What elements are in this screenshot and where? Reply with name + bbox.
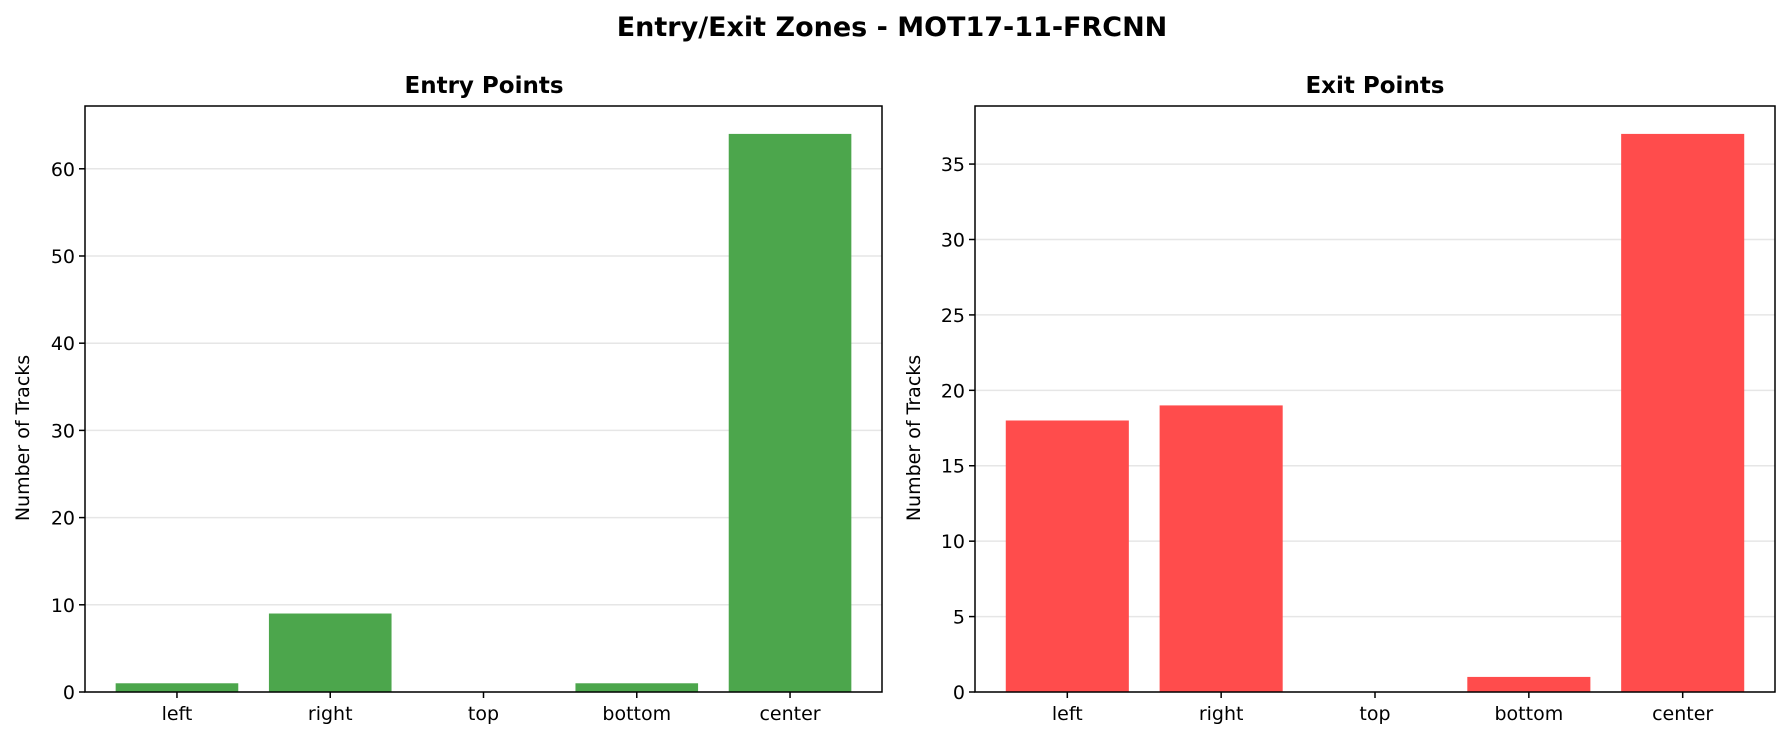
entry-y-tick-label: 20 xyxy=(51,508,75,530)
entry-y-tick-label: 0 xyxy=(63,682,75,704)
exit-x-tick-label-left: left xyxy=(1052,703,1083,725)
entry-points-chart: Entry Points Number of Tracks 0 10 20 30 40 5… xyxy=(12,73,883,725)
entry-bar-bottom xyxy=(575,683,699,692)
entry-y-axis-label: Number of Tracks xyxy=(12,355,34,521)
entry-x-tick-label-center: center xyxy=(759,703,820,725)
exit-y-tick-label: 5 xyxy=(953,607,965,629)
exit-y-tick-label: 25 xyxy=(941,305,965,327)
entry-x-tick-label-left: left xyxy=(162,703,193,725)
entry-x-tick-label-right: right xyxy=(308,703,353,725)
entry-x-tick-label-bottom: bottom xyxy=(602,703,671,725)
exit-bar-left xyxy=(1005,420,1129,692)
entry-bar-left xyxy=(115,683,239,692)
exit-y-tick-label: 15 xyxy=(941,456,965,478)
entry-chart-title: Entry Points xyxy=(404,73,563,99)
entry-y-tick-label: 60 xyxy=(51,159,75,181)
exit-bar-center xyxy=(1621,133,1745,692)
exit-x-tick-label-bottom: bottom xyxy=(1494,703,1563,725)
entry-y-tick-label: 40 xyxy=(51,333,75,355)
entry-bar-right xyxy=(268,613,392,692)
exit-y-tick-label: 35 xyxy=(941,154,965,176)
exit-y-tick-label: 0 xyxy=(953,682,965,704)
entry-x-tick-label-top: top xyxy=(468,703,499,725)
exit-y-tick-label: 10 xyxy=(941,531,965,553)
exit-chart-title: Exit Points xyxy=(1305,73,1444,99)
exit-x-tick-label-top: top xyxy=(1359,703,1390,725)
exit-bar-right xyxy=(1159,405,1283,692)
exit-y-axis-label: Number of Tracks xyxy=(903,355,925,521)
exit-x-tick-label-center: center xyxy=(1652,703,1713,725)
entry-y-tick-label: 30 xyxy=(51,420,75,442)
exit-y-tick-label: 30 xyxy=(941,229,965,251)
exit-points-chart: Exit Points Number of Tracks 0 5 10 15 20 25 3… xyxy=(903,73,1776,725)
exit-bar-bottom xyxy=(1467,676,1591,692)
exit-y-tick-label: 20 xyxy=(941,380,965,402)
exit-x-tick-label-right: right xyxy=(1199,703,1244,725)
entry-y-tick-label: 10 xyxy=(51,595,75,617)
figure-title: Entry/Exit Zones - MOT17-11-FRCNN xyxy=(617,12,1168,43)
entry-bar-center xyxy=(728,133,852,692)
entry-y-tick-label: 50 xyxy=(51,246,75,268)
